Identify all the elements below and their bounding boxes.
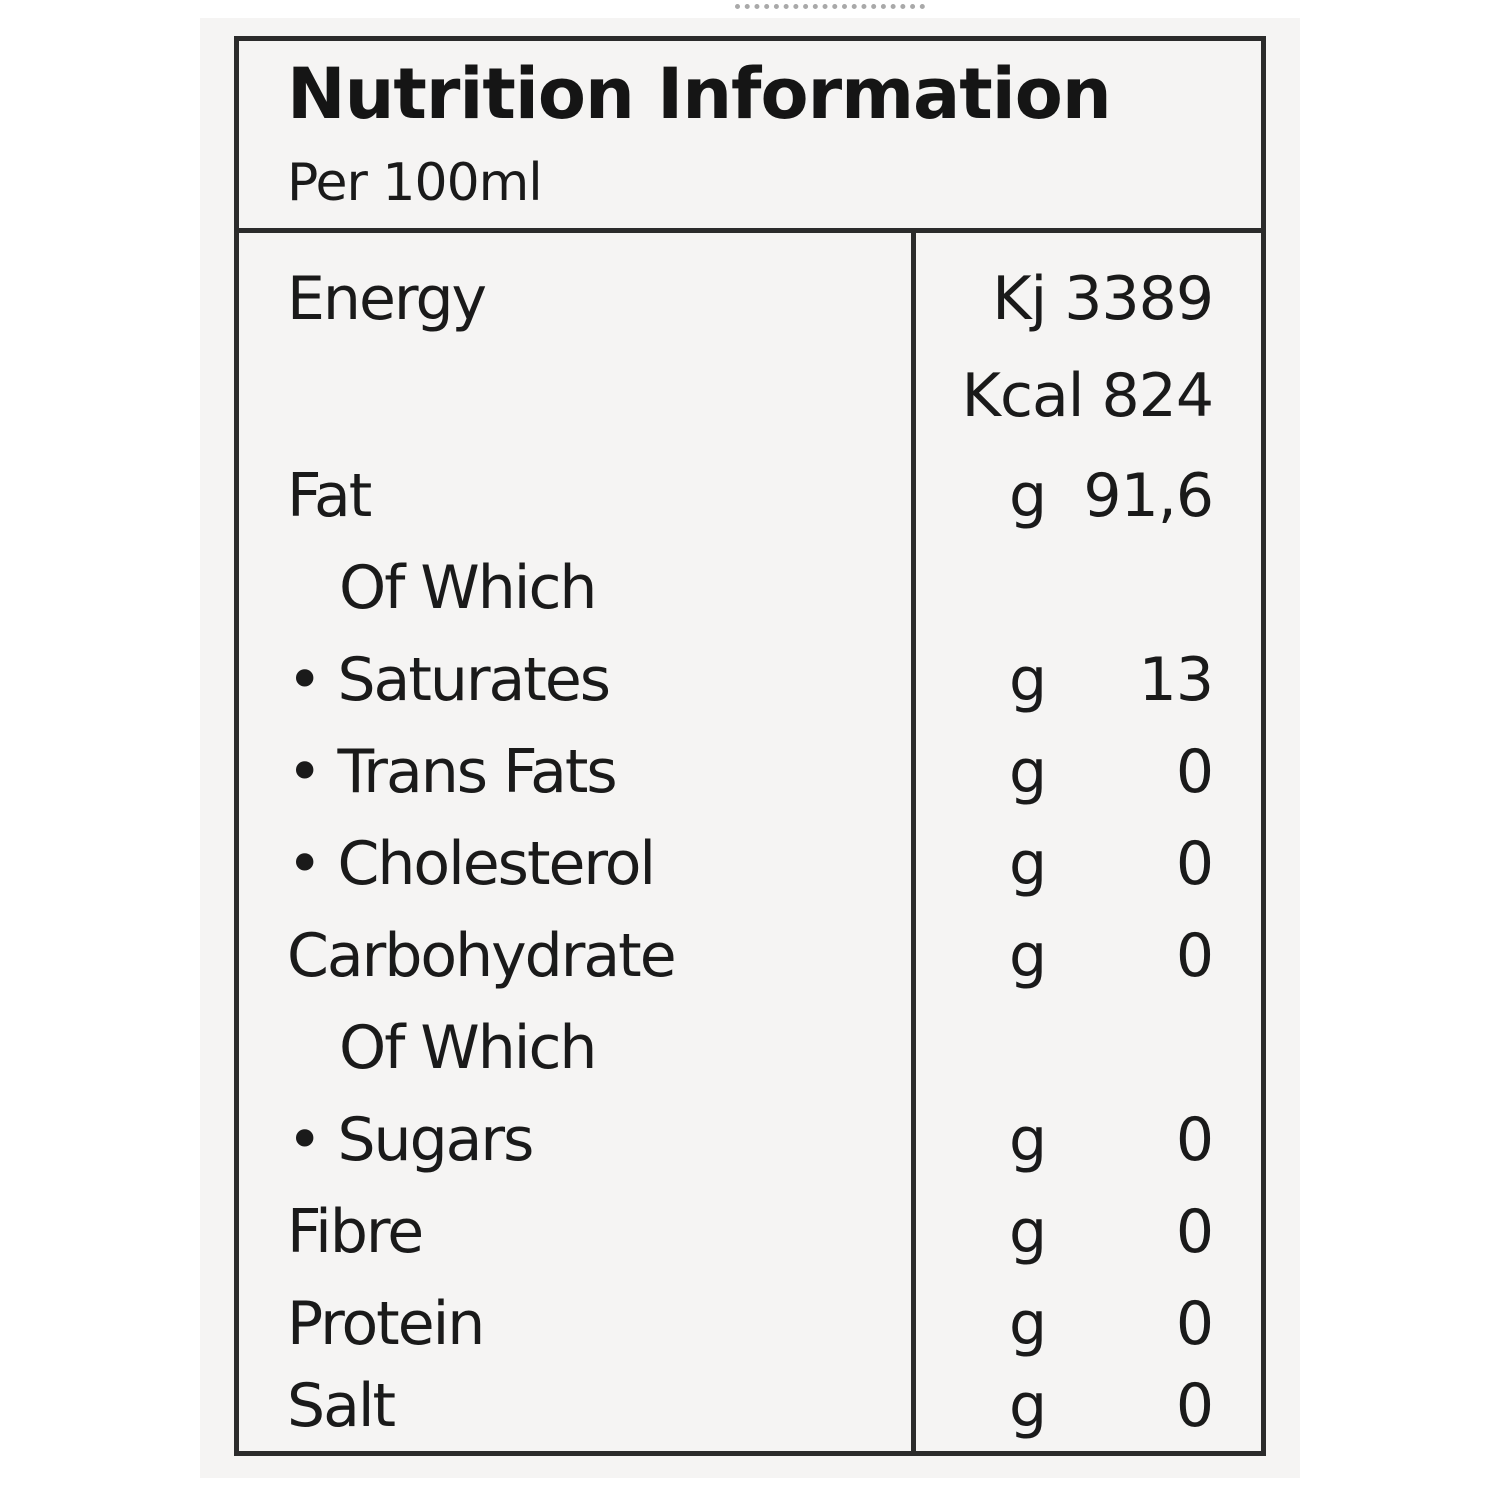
nutrient-name: Energy <box>287 264 487 334</box>
nutrient-amount: Kj 3389 <box>992 264 1214 334</box>
print-smudge <box>735 4 925 35</box>
nutrient-name: Carbohydrate <box>287 921 677 991</box>
nutrient-amount: 0 <box>1175 1289 1214 1359</box>
nutrient-row-protein: Protein g 0 <box>239 1279 1261 1371</box>
nutrient-row-fibre: Fibre g 0 <box>239 1187 1261 1279</box>
nutrient-row-trans-fats: • Trans Fats g 0 <box>239 727 1261 819</box>
nutrient-name: • Sugars <box>287 1105 534 1175</box>
nutrient-row-cholesterol: • Cholesterol g 0 <box>239 819 1261 911</box>
nutrient-unit: g <box>1009 1197 1048 1267</box>
nutrient-unit: g <box>1009 1289 1048 1359</box>
nutrient-unit: g <box>1009 737 1048 807</box>
nutrient-row-energy: Energy Kj 3389 <box>239 254 1261 346</box>
nutrient-unit: g <box>1009 829 1048 899</box>
nutrient-row-carbohydrate: Carbohydrate g 0 <box>239 911 1261 1003</box>
nutrient-amount: 13 <box>1138 645 1214 715</box>
nutrient-name: • Cholesterol <box>287 829 656 899</box>
nutrient-row-carbohydrate-of-which: Of Which <box>239 1003 1261 1095</box>
nutrient-unit: g <box>1009 1105 1048 1175</box>
nutrient-name: • Saturates <box>287 645 611 715</box>
nutrient-amount: 0 <box>1175 1371 1214 1441</box>
nutrient-unit: g <box>1009 921 1048 991</box>
nutrient-name: • Trans Fats <box>287 737 618 807</box>
serving-basis: Per 100ml <box>287 153 543 213</box>
nutrient-name: Salt <box>287 1371 396 1441</box>
column-divider <box>911 233 916 1451</box>
label-header: Nutrition Information Per 100ml <box>239 41 1261 233</box>
nutrient-unit: g <box>1009 461 1048 531</box>
nutrient-row-fat: Fat g 91,6 <box>239 451 1261 543</box>
nutrient-name: Of Which <box>339 1013 597 1083</box>
nutrient-amount: 0 <box>1175 1105 1214 1175</box>
nutrient-name: Protein <box>287 1289 485 1359</box>
nutrient-amount: Kcal 824 <box>961 361 1214 431</box>
nutrient-row-salt: Salt g 0 <box>239 1361 1261 1453</box>
nutrient-name: Fibre <box>287 1197 424 1267</box>
label-title: Nutrition Information <box>287 53 1112 135</box>
nutrition-label: Nutrition Information Per 100ml Energy K… <box>234 36 1266 1456</box>
nutrient-amount: 91,6 <box>1083 461 1214 531</box>
nutrient-unit: g <box>1009 1371 1048 1441</box>
nutrient-unit: g <box>1009 645 1048 715</box>
nutrient-amount: 0 <box>1175 829 1214 899</box>
nutrient-amount: 0 <box>1175 1197 1214 1267</box>
nutrient-row-energy-kcal: Kcal 824 <box>239 351 1261 443</box>
nutrient-name: Of Which <box>339 553 597 623</box>
nutrient-name: Fat <box>287 461 372 531</box>
nutrient-row-sugars: • Sugars g 0 <box>239 1095 1261 1187</box>
nutrient-amount: 0 <box>1175 737 1214 807</box>
nutrient-row-saturates: • Saturates g 13 <box>239 635 1261 727</box>
nutrient-amount: 0 <box>1175 921 1214 991</box>
label-background <box>200 18 1300 1478</box>
nutrient-row-fat-of-which: Of Which <box>239 543 1261 635</box>
